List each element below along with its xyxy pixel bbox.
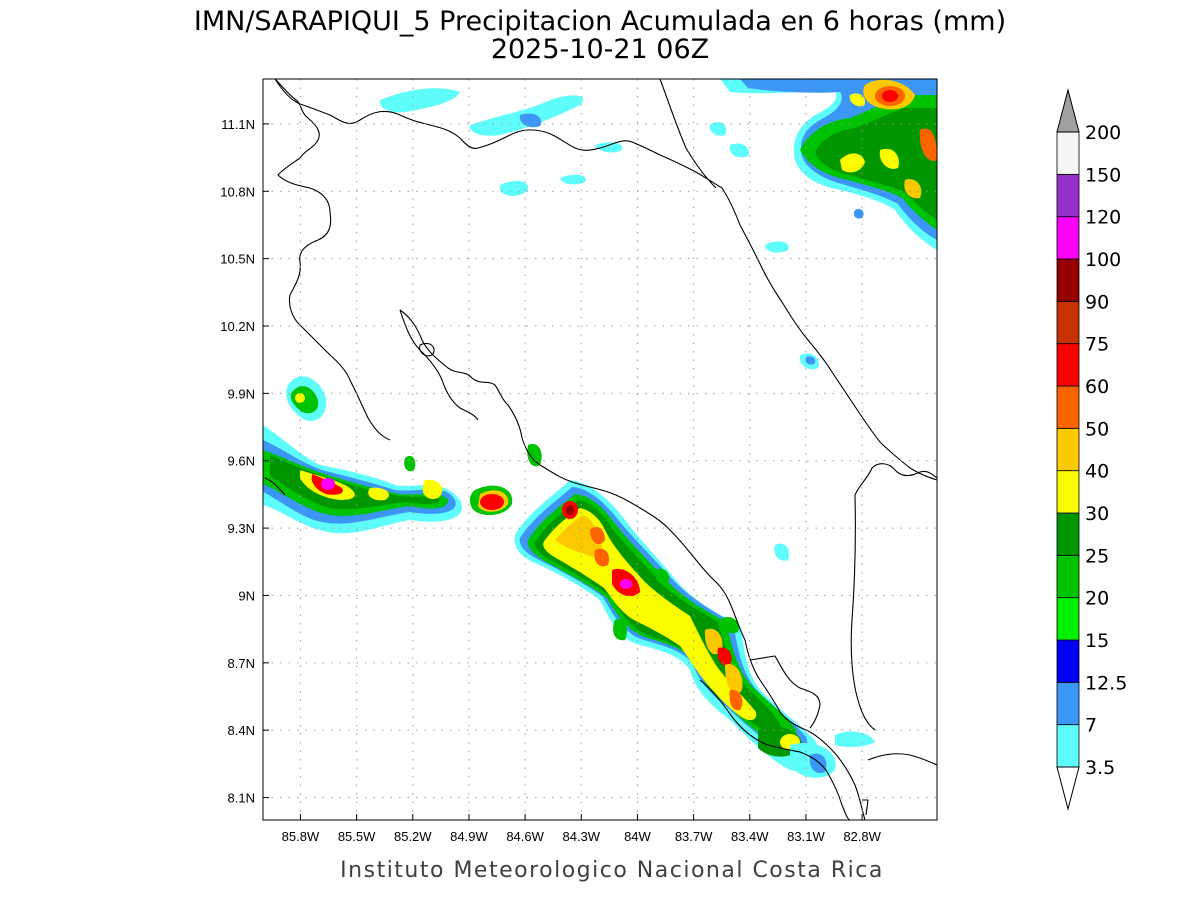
lat-tick-label: 9.3N [228,521,255,536]
colorbar-label: 200 [1085,122,1121,144]
colorbar-label: 40 [1085,461,1109,483]
lon-tick-label: 84W [624,829,651,844]
colorbar-swatch [1056,512,1080,556]
colorbar-label: 3.5 [1085,757,1115,779]
coastline-borders [264,79,937,820]
footer-credit: Instituto Meteorologico Nacional Costa R… [340,858,884,883]
map-valid-time: 2025-10-21 06Z [491,34,709,65]
colorbar-label: 90 [1085,291,1109,313]
lon-tick-label: 85.2W [394,829,432,844]
lat-lon-grid [263,79,937,820]
colorbar-label: 20 [1085,588,1109,610]
colorbar-label: 25 [1085,545,1109,567]
rain-band-central-pacific [514,353,875,778]
lat-tick-label: 9.6N [228,454,255,469]
colorbar-label: 120 [1085,207,1121,229]
colorbar-label: 150 [1085,164,1121,186]
lat-tick-label: 10.5N [220,252,255,267]
lon-tick-label: 84.6W [506,829,544,844]
colorbar-swatch [1056,385,1080,429]
colorbar-label: 60 [1085,376,1109,398]
colorbar-swatch [1056,173,1080,218]
lon-tick-label: 83.7W [675,829,713,844]
colorbar-swatch [1056,724,1080,768]
colorbar-swatch [1056,554,1080,599]
colorbar-label: 50 [1085,418,1109,440]
colorbar-label: 15 [1085,630,1109,652]
colorbar-swatch [1056,470,1080,514]
colorbar-swatch [1056,258,1080,302]
colorbar-swatch [1056,131,1080,175]
lon-tick-label: 83.4W [731,829,769,844]
lon-tick-label: 82.8W [843,829,881,844]
colorbar-label: 75 [1085,334,1109,356]
colorbar-swatch [1056,300,1080,345]
rain-band-nicoya-west [263,376,542,534]
map-title: IMN/SARAPIQUI_5 Precipitacion Acumulada … [194,6,1006,37]
colorbar-swatch [1056,597,1080,641]
colorbar-swatch [1056,681,1080,726]
longitude-axis: 85.8W 85.5W 85.2W 84.9W 84.6W 84.3W 84W 83.7W 83… [282,814,882,844]
plot-frame [262,78,938,821]
lat-tick-label: 10.8N [220,184,255,199]
lat-tick-label: 9.9N [228,386,255,401]
lon-tick-label: 85.8W [282,829,320,844]
colorbar-swatch [1056,216,1080,260]
colorbar-label: 30 [1085,503,1109,525]
colorbar-label: 12.5 [1085,672,1127,694]
colorbar-label: 7 [1085,715,1097,737]
colorbar-over-triangle [1056,88,1080,133]
lat-tick-label: 11.1N [221,117,255,132]
lon-tick-label: 85.5W [338,829,376,844]
colorbar-swatch [1056,343,1080,387]
lat-tick-label: 8.7N [228,656,255,671]
lon-tick-label: 84.9W [450,829,488,844]
plot-area [263,79,937,820]
colorbar-swatch [1056,427,1080,472]
lat-tick-label: 9N [238,588,255,603]
lat-tick-label: 8.1N [228,791,255,806]
lon-tick-label: 83.1W [787,829,825,844]
colorbar-label: 100 [1085,249,1121,271]
precipitation-field [263,79,937,778]
colorbar-legend: 3.5 7 12.5 15 20 25 30 40 50 60 75 90 100 120 150 200 [1056,88,1127,811]
lat-tick-label: 8.4N [228,723,255,738]
rain-cluster-caribbean-ne [379,79,937,253]
colorbar-under-triangle [1056,766,1080,811]
lon-tick-label: 84.3W [562,829,600,844]
latitude-axis: 8.1N 8.4N 8.7N 9N 9.3N 9.6N 9.9N 10.2N 10.5N 10.8… [220,117,269,806]
colorbar-swatch [1056,639,1080,683]
lat-tick-label: 10.2N [220,319,255,334]
